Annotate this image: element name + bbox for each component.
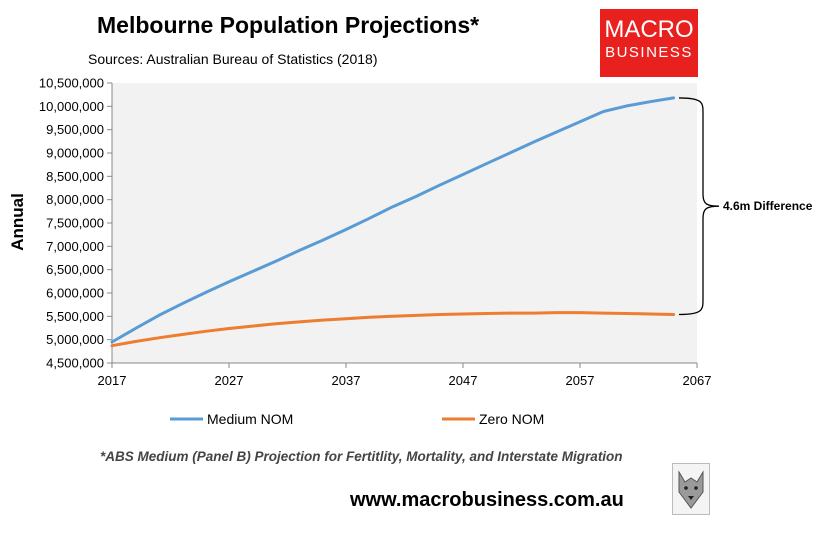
medium-nom-line	[110, 96, 676, 344]
y-axis-ticks: 4,500,000 5,000,000 5,500,000 6,000,000 6,50…	[39, 76, 112, 371]
chart-legend: Medium NOM Zero NOM	[170, 411, 544, 427]
macrobusiness-logo: MACRO BUSINESS	[600, 9, 698, 77]
difference-annotation: 4.6m Difference	[723, 199, 813, 213]
x-tick-label: 2057	[566, 373, 595, 388]
y-tick-label: 5,000,000	[46, 332, 104, 347]
legend-zero-nom: Zero NOM	[442, 411, 544, 427]
y-tick-label: 9,500,000	[46, 122, 104, 137]
y-tick-label: 9,000,000	[46, 146, 104, 161]
y-tick-label: 6,000,000	[46, 286, 104, 301]
y-tick-label: 7,500,000	[46, 216, 104, 231]
difference-bracket	[678, 97, 720, 316]
y-tick-label: 8,500,000	[46, 169, 104, 184]
zero-nom-line	[110, 311, 676, 348]
y-tick-label: 5,500,000	[46, 309, 104, 324]
y-tick-label: 7,000,000	[46, 239, 104, 254]
x-tick-label: 2017	[98, 373, 127, 388]
chart-subtitle: Sources: Australian Bureau of Statistics…	[88, 51, 378, 67]
y-tick-label: 10,000,000	[39, 99, 104, 114]
chart-title: Melbourne Population Projections*	[97, 12, 480, 38]
x-tick-label: 2047	[449, 373, 478, 388]
website-url[interactable]: www.macrobusiness.com.au	[350, 489, 624, 511]
wolf-head-icon	[672, 463, 710, 515]
series-lines	[110, 96, 676, 348]
x-tick-label: 2027	[215, 373, 244, 388]
x-tick-label: 2067	[683, 373, 712, 388]
legend-label: Medium NOM	[207, 411, 293, 427]
x-axis-ticks: 2017 2027 2037 2047 2057 2067	[98, 363, 712, 388]
logo-line-1: MACRO	[604, 16, 694, 43]
legend-label: Zero NOM	[479, 411, 544, 427]
logo-line-2: BUSINESS	[605, 44, 693, 61]
bracket-path	[678, 97, 720, 316]
y-tick-label: 4,500,000	[46, 356, 104, 371]
y-tick-label: 10,500,000	[39, 76, 104, 91]
x-tick-label: 2037	[332, 373, 361, 388]
y-axis-label: Annual	[8, 193, 27, 251]
plot-area	[112, 83, 697, 363]
y-tick-label: 6,500,000	[46, 262, 104, 277]
legend-medium-nom: Medium NOM	[170, 411, 293, 427]
footnote: *ABS Medium (Panel B) Projection for Fer…	[100, 449, 623, 464]
y-tick-label: 8,000,000	[46, 192, 104, 207]
